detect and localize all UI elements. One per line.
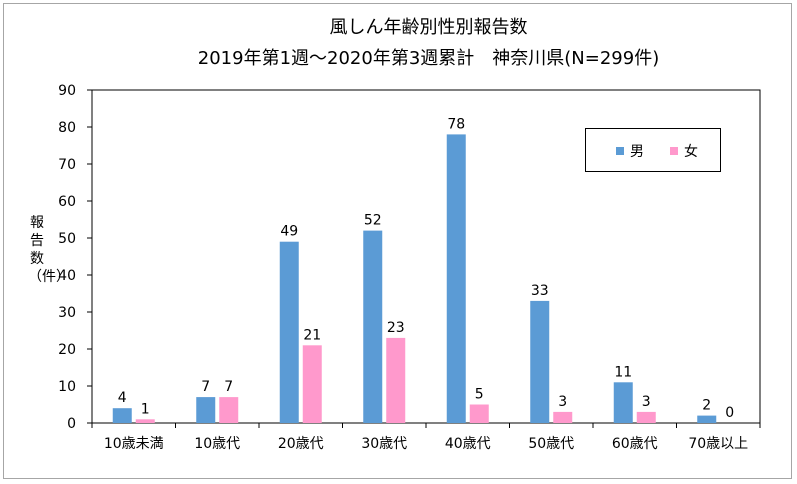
data-label-male: 2 <box>702 398 711 414</box>
legend-label-male: 男 <box>630 144 644 160</box>
y-tick-label: 10 <box>58 379 76 395</box>
bar-female <box>386 337 406 423</box>
y-tick-label: 20 <box>58 342 76 358</box>
legend-swatch-female <box>670 147 678 155</box>
x-tick-label: 10歳未満 <box>104 436 164 452</box>
legend-item-female: 女 <box>670 142 698 160</box>
x-tick-label: 30歳代 <box>361 436 407 452</box>
x-tick-label: 60歳代 <box>612 436 658 452</box>
bar-male <box>279 241 299 423</box>
data-label-male: 78 <box>447 116 465 132</box>
data-label-male: 49 <box>280 224 298 240</box>
bar-male <box>363 230 383 423</box>
data-label-male: 7 <box>201 379 210 395</box>
data-label-male: 52 <box>364 213 382 229</box>
chart-title: 風しん年齢別性別報告数 <box>329 17 528 38</box>
data-label-female: 23 <box>387 320 405 336</box>
bar-male <box>613 382 633 423</box>
data-label-female: 5 <box>475 387 484 403</box>
bar-male <box>196 397 216 423</box>
data-label-male: 11 <box>614 364 632 380</box>
data-label-male: 33 <box>531 283 549 299</box>
x-tick-label: 70歳以上 <box>688 436 748 452</box>
legend-item-male: 男 <box>616 142 644 160</box>
y-tick-label: 40 <box>58 268 76 284</box>
data-label-male: 4 <box>118 390 127 406</box>
y-tick-label: 80 <box>58 120 76 136</box>
data-label-female: 0 <box>725 405 734 421</box>
y-tick-label: 30 <box>58 305 76 321</box>
y-tick-label: 50 <box>58 231 76 247</box>
bar-male <box>697 415 717 423</box>
bar-male <box>530 300 550 423</box>
y-tick-label: 70 <box>58 157 76 173</box>
y-tick-label: 0 <box>67 416 76 432</box>
x-tick-label: 50歳代 <box>528 436 574 452</box>
x-tick-label: 20歳代 <box>278 436 324 452</box>
x-tick-label: 40歳代 <box>445 436 491 452</box>
data-label-female: 1 <box>141 401 150 417</box>
bar-female <box>302 345 322 423</box>
bar-male <box>112 408 132 423</box>
legend-label-female: 女 <box>684 144 698 160</box>
x-tick-label: 10歳代 <box>194 436 240 452</box>
bar-female <box>135 419 155 423</box>
y-tick-label: 60 <box>58 194 76 210</box>
legend-swatch-male <box>616 147 624 155</box>
bar-male <box>446 134 466 423</box>
y-tick-label: 90 <box>58 83 76 99</box>
bar-female <box>219 397 239 423</box>
bar-female <box>469 404 489 423</box>
data-label-female: 3 <box>558 394 567 410</box>
legend: 男 女 <box>585 128 721 172</box>
bar-female <box>553 411 573 423</box>
data-label-female: 21 <box>303 327 321 343</box>
chart-subtitle: 2019年第1週～2020年第3週累計 神奈川県(N=299件) <box>197 48 660 69</box>
data-label-female: 3 <box>642 394 651 410</box>
data-label-female: 7 <box>224 379 233 395</box>
bar-female <box>636 411 656 423</box>
